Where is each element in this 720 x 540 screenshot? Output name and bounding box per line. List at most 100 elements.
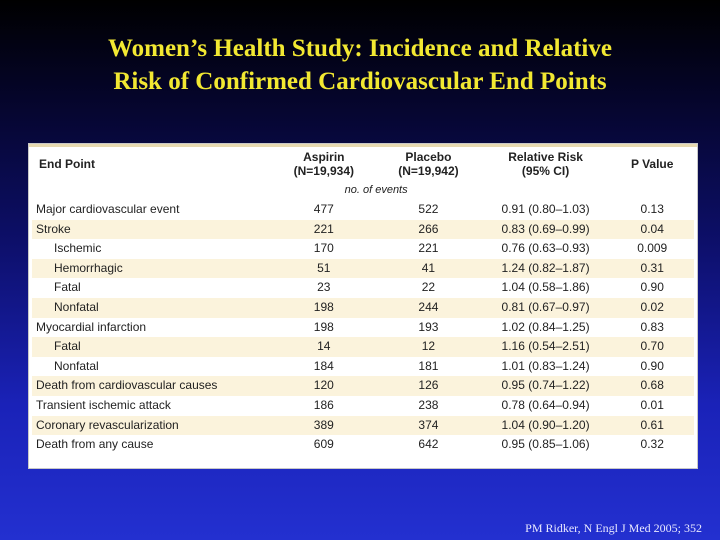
citation: PM Ridker, N Engl J Med 2005; 352 (525, 521, 702, 535)
header-placebo-n: (N=19,942) (398, 164, 459, 178)
cell-end-point: Stroke (32, 219, 272, 240)
table-body: Major cardiovascular event 477 522 0.91 (0.… (32, 200, 694, 455)
cell-p-value: 0.04 (610, 219, 694, 240)
cell-relative-risk: 1.24 (0.82–1.87) (480, 258, 611, 279)
table-row: Coronary revascularization 389 374 1.04 (0.… (32, 415, 694, 436)
table-row: Fatal 23 22 1.04 (0.58–1.86) 0.90 (32, 278, 694, 298)
table-row: Fatal 14 12 1.16 (0.54–2.51) 0.70 (32, 337, 694, 357)
cell-placebo: 221 (418, 241, 439, 256)
cell-end-point: Hemorrhagic (32, 258, 272, 279)
header-p-value: P Value (630, 157, 674, 171)
header-aspirin-label: Aspirin (303, 150, 345, 164)
cell-p-value: 0.009 (637, 241, 668, 256)
header-placebo-label: Placebo (405, 150, 452, 164)
cell-end-point: Nonfatal (54, 358, 99, 373)
cell-relative-risk: 1.02 (0.84–1.25) (501, 319, 590, 334)
cell-placebo: 12 (376, 337, 481, 357)
table-row: Ischemic 170 221 0.76 (0.63–0.93) 0.009 (32, 239, 694, 259)
cell-p-value: 0.01 (640, 397, 664, 412)
cell-placebo: 193 (418, 319, 439, 334)
table-row: Transient ischemic attack 186 238 0.78 (0.6… (32, 396, 694, 416)
cell-relative-risk: 0.76 (0.63–0.93) (501, 241, 590, 256)
cell-p-value: 0.13 (640, 202, 664, 216)
cell-p-value: 0.90 (640, 358, 664, 373)
cell-placebo: 266 (376, 219, 481, 240)
cell-p-value: 0.61 (610, 415, 694, 436)
header-relative-risk-label: Relative Risk (508, 150, 583, 164)
table-row: Nonfatal 198 244 0.81 (0.67–0.97) 0.02 (32, 297, 694, 318)
cell-aspirin: 221 (271, 219, 377, 240)
cell-end-point: Coronary revascularization (32, 415, 272, 436)
cell-relative-risk: 1.01 (0.83–1.24) (501, 358, 590, 373)
cell-relative-risk: 1.04 (0.90–1.20) (480, 415, 611, 436)
cell-aspirin: 14 (271, 337, 377, 357)
units-spacer-2 (481, 180, 611, 200)
cell-end-point: Death from any cause (36, 437, 154, 452)
cell-aspirin: 120 (271, 376, 377, 396)
slide-title: Women’s Health Study: Incidence and Rela… (0, 32, 720, 98)
cell-end-point: Ischemic (54, 241, 102, 256)
cell-relative-risk: 1.04 (0.58–1.86) (501, 280, 590, 295)
cell-relative-risk: 0.95 (0.74–1.22) (480, 376, 611, 396)
table-row: Death from any cause 609 642 0.95 (0.85–1.0… (32, 435, 694, 455)
slide-title-line-1: Women’s Health Study: Incidence and Rela… (108, 35, 612, 62)
table-row: Hemorrhagic 51 41 1.24 (0.82–1.87) 0.31 (32, 258, 694, 279)
table-header-row: End Point Aspirin (N=19,934) Placebo (N=… (32, 148, 694, 180)
cell-relative-risk: 0.78 (0.64–0.94) (501, 397, 590, 412)
cell-end-point: Major cardiovascular event (36, 202, 180, 216)
slide-title-line-2: Risk of Confirmed Cardiovascular End Poi… (113, 68, 607, 95)
cell-placebo: 244 (376, 297, 481, 318)
cell-placebo: 522 (418, 202, 439, 216)
units-spacer (32, 180, 272, 200)
units-label: no. of events (344, 184, 408, 196)
cell-p-value: 0.68 (610, 376, 694, 396)
table-row: Death from cardiovascular causes 120 126 0.… (32, 376, 694, 396)
cell-relative-risk: 0.83 (0.69–0.99) (480, 219, 611, 240)
header-aspirin: Aspirin (N=19,934) (272, 148, 377, 180)
cell-aspirin: 609 (313, 437, 334, 452)
cell-p-value: 0.31 (610, 258, 694, 279)
cell-placebo: 642 (418, 437, 439, 452)
header-relative-risk-ci: (95% CI) (521, 164, 570, 178)
results-table: End Point Aspirin (N=19,934) Placebo (N=… (32, 148, 694, 455)
cell-aspirin: 198 (313, 319, 334, 334)
header-end-point: End Point (39, 157, 95, 171)
cell-placebo: 374 (376, 415, 481, 436)
cell-aspirin: 186 (313, 397, 334, 412)
cell-aspirin: 51 (271, 258, 377, 279)
cell-placebo: 238 (418, 397, 439, 412)
cell-p-value: 0.90 (640, 280, 664, 295)
table-row: Major cardiovascular event 477 522 0.91 (0.… (32, 200, 694, 220)
table-row: Myocardial infarction 198 193 1.02 (0.84–1.… (32, 318, 694, 338)
cell-end-point: Transient ischemic attack (36, 397, 171, 412)
cell-p-value: 0.32 (640, 437, 664, 452)
cell-relative-risk: 0.81 (0.67–0.97) (480, 297, 611, 318)
cell-placebo: 41 (376, 258, 481, 279)
cell-relative-risk: 0.91 (0.80–1.03) (501, 202, 590, 216)
cell-end-point: Nonfatal (32, 297, 272, 318)
cell-placebo: 126 (376, 376, 481, 396)
cell-aspirin: 170 (313, 241, 334, 256)
cell-aspirin: 198 (271, 297, 377, 318)
cell-end-point: Fatal (32, 337, 272, 357)
cell-relative-risk: 1.16 (0.54–2.51) (480, 337, 611, 357)
cell-aspirin: 389 (271, 415, 377, 436)
cell-p-value: 0.83 (640, 319, 664, 334)
table-row: Stroke 221 266 0.83 (0.69–0.99) 0.04 (32, 219, 694, 240)
cell-end-point: Myocardial infarction (36, 319, 147, 334)
cell-placebo: 22 (421, 280, 436, 295)
cell-relative-risk: 0.95 (0.85–1.06) (501, 437, 590, 452)
header-aspirin-n: (N=19,934) (293, 164, 354, 178)
cell-end-point: Fatal (54, 280, 81, 295)
cell-end-point: Death from cardiovascular causes (32, 376, 272, 396)
units-row: no. of events (32, 180, 694, 200)
cell-p-value: 0.02 (610, 297, 694, 318)
header-relative-risk: Relative Risk (95% CI) (481, 148, 611, 180)
table-row: Nonfatal 184 181 1.01 (0.83–1.24) 0.90 (32, 357, 694, 377)
cell-aspirin: 477 (313, 202, 334, 216)
results-table-card: End Point Aspirin (N=19,934) Placebo (N=… (28, 143, 698, 469)
cell-placebo: 181 (418, 358, 439, 373)
header-placebo: Placebo (N=19,942) (376, 148, 481, 180)
cell-aspirin: 23 (317, 280, 331, 295)
cell-aspirin: 184 (313, 358, 334, 373)
